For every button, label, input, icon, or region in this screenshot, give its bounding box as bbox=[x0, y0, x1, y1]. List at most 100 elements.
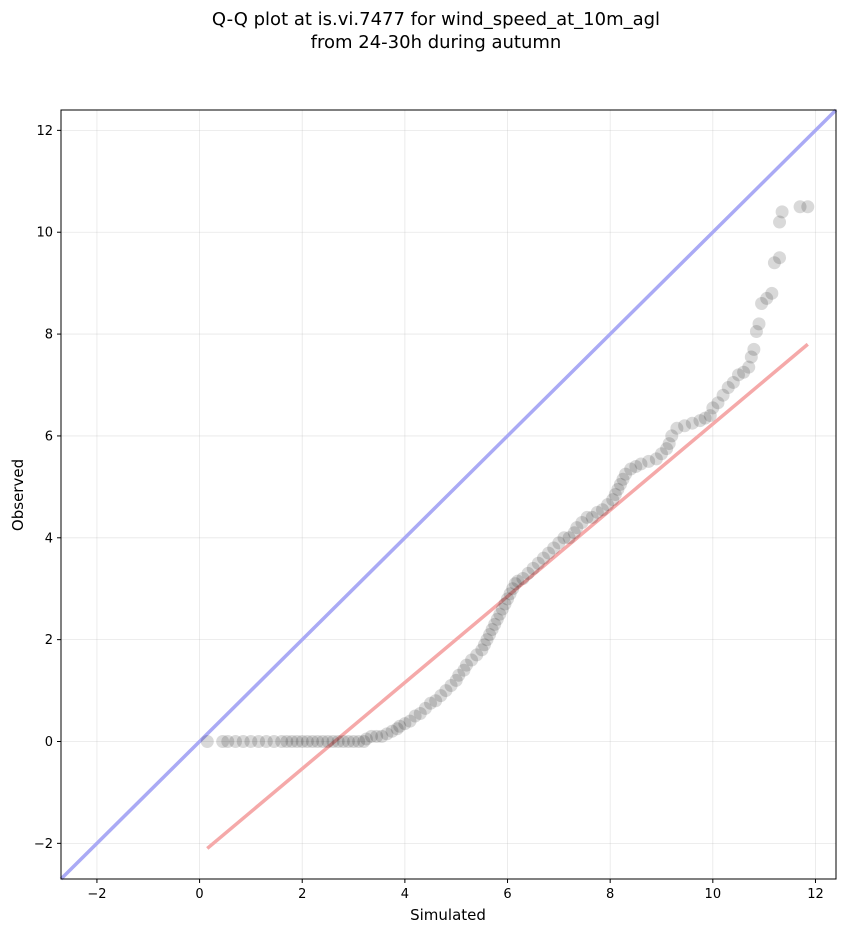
data-point bbox=[547, 541, 561, 555]
data-point bbox=[359, 732, 373, 746]
data-point bbox=[365, 729, 379, 743]
x-tick-label: 8 bbox=[606, 887, 614, 902]
data-point bbox=[698, 411, 712, 425]
x-tick-label: 4 bbox=[401, 887, 409, 902]
data-point bbox=[503, 587, 517, 601]
data-point bbox=[562, 531, 576, 545]
data-point bbox=[357, 734, 371, 748]
x-tick-label: 0 bbox=[195, 887, 203, 902]
data-point bbox=[590, 505, 604, 519]
chart-title-line-2: from 24-30h during autumn bbox=[311, 32, 562, 53]
data-point bbox=[649, 452, 663, 466]
data-point bbox=[403, 714, 417, 728]
y-tick-label: 8 bbox=[45, 328, 53, 343]
data-point bbox=[413, 706, 427, 720]
x-tick-label: 12 bbox=[807, 887, 824, 902]
data-point bbox=[321, 734, 335, 748]
data-point bbox=[457, 663, 471, 677]
data-point bbox=[731, 368, 745, 382]
data-point bbox=[665, 429, 679, 443]
data-point bbox=[375, 729, 389, 743]
data-point bbox=[488, 617, 502, 631]
y-tick-label: 10 bbox=[36, 226, 53, 241]
data-point bbox=[480, 633, 494, 647]
data-point bbox=[465, 653, 479, 667]
data-point bbox=[475, 643, 489, 657]
data-point bbox=[711, 396, 725, 410]
data-point bbox=[567, 526, 581, 540]
data-point bbox=[285, 734, 299, 748]
data-point bbox=[267, 734, 281, 748]
identity-line bbox=[59, 108, 838, 881]
data-point bbox=[221, 734, 235, 748]
axis-ticks: −2 0 2 4 6 8 10 12 −2 0 2 4 6 8 10 12 bbox=[34, 124, 824, 902]
data-point bbox=[477, 638, 491, 652]
data-point bbox=[347, 734, 361, 748]
fit-line bbox=[206, 342, 809, 850]
data-point bbox=[493, 607, 507, 621]
data-point bbox=[439, 684, 453, 698]
data-point bbox=[760, 291, 774, 305]
data-point bbox=[678, 419, 692, 433]
y-tick-label: 4 bbox=[45, 531, 53, 546]
data-point bbox=[616, 472, 630, 486]
data-point bbox=[629, 459, 643, 473]
data-point bbox=[236, 734, 250, 748]
data-point bbox=[459, 658, 473, 672]
data-point bbox=[341, 734, 355, 748]
data-point bbox=[624, 462, 638, 476]
data-point bbox=[429, 694, 443, 708]
x-tick-label: −2 bbox=[87, 887, 106, 902]
data-point bbox=[662, 437, 676, 451]
data-point bbox=[654, 447, 668, 461]
data-point bbox=[773, 215, 787, 229]
data-point bbox=[511, 574, 525, 588]
data-point bbox=[557, 531, 571, 545]
data-point bbox=[570, 521, 584, 535]
data-point bbox=[737, 365, 751, 379]
data-point bbox=[244, 734, 258, 748]
data-point bbox=[470, 648, 484, 662]
data-point bbox=[508, 577, 522, 591]
data-point bbox=[542, 546, 556, 560]
y-tick-label: 12 bbox=[36, 124, 53, 139]
data-point bbox=[744, 350, 758, 364]
data-point bbox=[326, 734, 340, 748]
data-point bbox=[485, 622, 499, 636]
grid bbox=[61, 110, 836, 879]
data-point bbox=[575, 516, 589, 530]
data-point bbox=[580, 510, 594, 524]
data-point bbox=[316, 734, 330, 748]
data-point bbox=[398, 717, 412, 731]
data-point bbox=[767, 256, 781, 270]
data-point bbox=[300, 734, 314, 748]
data-point bbox=[536, 551, 550, 565]
data-point bbox=[495, 602, 509, 616]
data-point bbox=[801, 200, 815, 214]
plot-frame bbox=[60, 109, 837, 880]
data-point bbox=[418, 701, 432, 715]
data-point bbox=[721, 381, 735, 395]
data-point bbox=[749, 325, 763, 339]
x-tick-label: 2 bbox=[298, 887, 306, 902]
y-tick-label: 2 bbox=[45, 633, 53, 648]
x-tick-label: 10 bbox=[705, 887, 722, 902]
data-point bbox=[752, 317, 766, 331]
data-point bbox=[585, 510, 599, 524]
y-axis-label: Observed bbox=[9, 459, 27, 531]
data-point bbox=[385, 724, 399, 738]
data-point bbox=[380, 727, 394, 741]
data-point bbox=[434, 689, 448, 703]
data-point bbox=[531, 556, 545, 570]
data-point bbox=[501, 592, 515, 606]
data-point bbox=[773, 251, 787, 265]
data-point bbox=[726, 375, 740, 389]
data-point bbox=[229, 734, 243, 748]
data-point bbox=[444, 678, 458, 692]
data-point bbox=[490, 612, 504, 626]
data-point bbox=[742, 360, 756, 374]
data-point bbox=[259, 734, 273, 748]
data-point bbox=[716, 388, 730, 402]
